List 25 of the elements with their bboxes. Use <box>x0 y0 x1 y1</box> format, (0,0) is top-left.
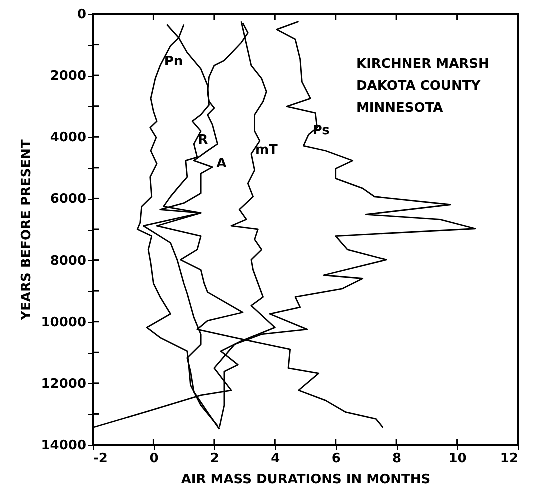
annotation: MINNESOTA <box>356 101 444 116</box>
y-tick-label: 4000 <box>50 130 86 146</box>
x-tick-label: 8 <box>392 452 402 466</box>
y-tick-label: 6000 <box>50 192 86 208</box>
x-tick-label: 2 <box>210 452 220 466</box>
x-tick-label: 6 <box>332 452 341 466</box>
y-tick-label: 14000 <box>41 438 86 454</box>
y-tick-label: 10000 <box>41 315 86 330</box>
x-tick-label: 10 <box>448 452 467 466</box>
x-axis-title: AIR MASS DURATIONS IN MONTHS <box>181 472 431 488</box>
y-tick-label: 8000 <box>50 254 86 269</box>
x-tick-label: 4 <box>271 452 280 466</box>
x-tick-label: 12 <box>500 452 518 466</box>
series-label: mT <box>255 143 278 158</box>
y-tick-label: 2000 <box>50 69 86 84</box>
y-tick-label: 12000 <box>41 376 86 392</box>
y-axis-title: YEARS BEFORE PRESENT <box>19 139 34 322</box>
annotation: DAKOTA COUNTY <box>356 79 482 94</box>
series-label: Pn <box>164 54 184 70</box>
x-tick-label: -2 <box>94 452 108 466</box>
series-label: R <box>198 133 208 148</box>
y-tick-label: 0 <box>77 8 86 22</box>
x-tick-label: 0 <box>150 452 159 466</box>
series-label: A <box>216 156 227 172</box>
annotation: KIRCHNER MARSH <box>356 57 490 72</box>
